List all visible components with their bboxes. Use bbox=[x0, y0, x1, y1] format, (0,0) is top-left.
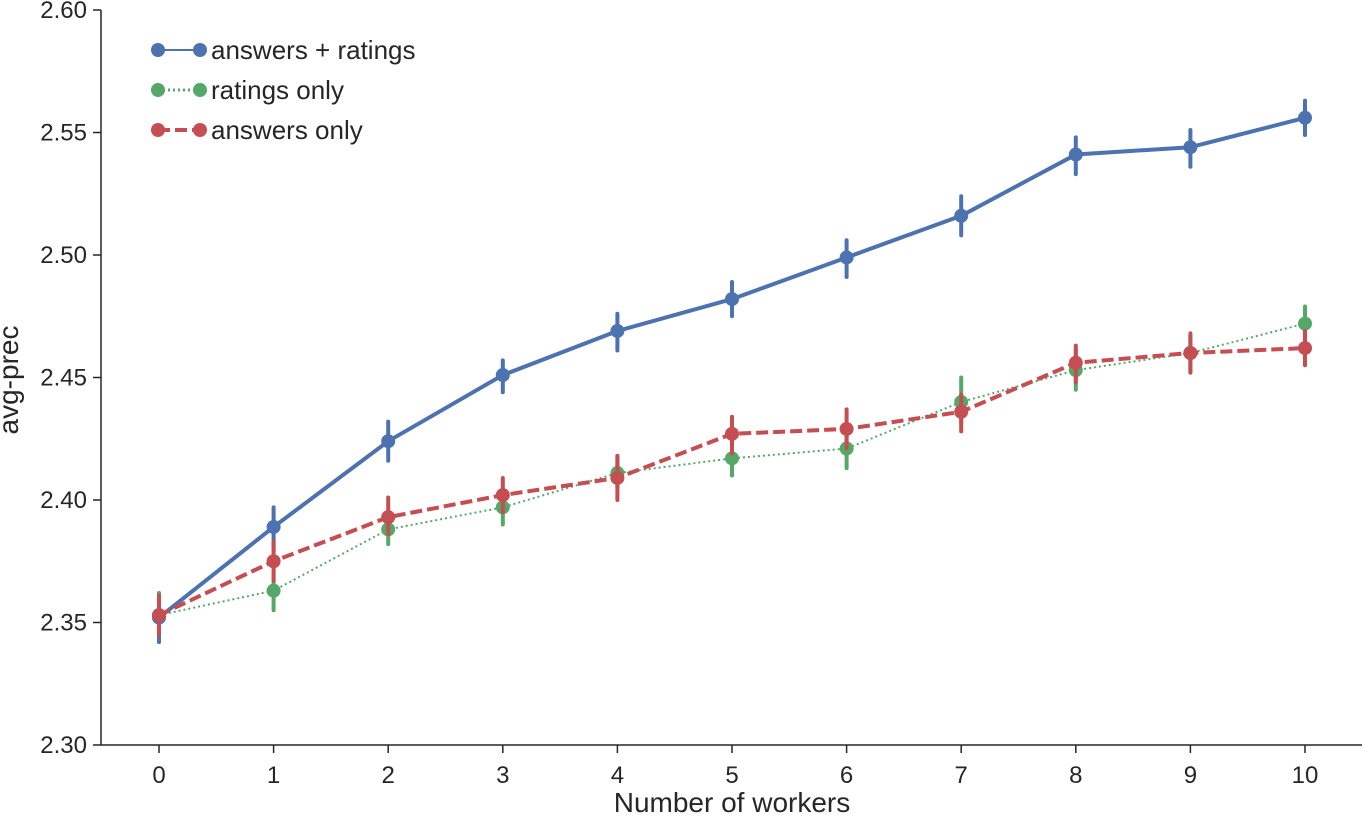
x-tick-label: 3 bbox=[496, 762, 509, 789]
x-tick-label: 10 bbox=[1292, 762, 1319, 789]
legend-marker bbox=[193, 83, 207, 97]
data-point bbox=[725, 451, 739, 466]
y-tick-label: 2.60 bbox=[40, 0, 87, 24]
data-point bbox=[152, 608, 166, 623]
data-point bbox=[610, 470, 625, 485]
x-tick-label: 5 bbox=[725, 762, 738, 789]
data-point bbox=[266, 519, 281, 534]
y-axis-label: avg-prec bbox=[0, 326, 24, 435]
data-point bbox=[610, 323, 625, 338]
axes: 2.30 2.35 2.40 2.45 2.50 2.55 2.60 0 1 2 3 4 5 6 7 8 9 10 bbox=[40, 0, 1362, 789]
legend-entry: answers + ratings bbox=[151, 35, 415, 65]
data-point bbox=[1068, 355, 1083, 370]
data-point bbox=[1183, 140, 1198, 155]
data-point bbox=[1298, 316, 1312, 331]
data-point bbox=[495, 488, 510, 503]
data-point bbox=[725, 292, 739, 307]
series-2 bbox=[152, 328, 1312, 637]
series-line bbox=[157, 115, 1306, 620]
y-tick-label: 2.40 bbox=[40, 487, 87, 514]
data-point bbox=[266, 554, 281, 569]
series-line bbox=[158, 322, 1306, 617]
data-point bbox=[381, 434, 396, 449]
data-point bbox=[1298, 110, 1312, 125]
data-point bbox=[725, 426, 739, 441]
x-tick-label: 7 bbox=[955, 762, 968, 789]
legend-marker bbox=[151, 83, 165, 97]
y-tick-label: 2.45 bbox=[40, 365, 87, 392]
data-point bbox=[266, 583, 281, 598]
series-0 bbox=[152, 98, 1312, 645]
data-point bbox=[954, 208, 969, 223]
data-point bbox=[1068, 147, 1083, 162]
y-tick-label: 2.35 bbox=[40, 610, 87, 637]
data-point bbox=[954, 404, 969, 419]
y-tick-label: 2.30 bbox=[40, 732, 87, 759]
data-point bbox=[495, 368, 510, 383]
legend-entry: ratings only bbox=[151, 75, 344, 105]
x-axis-label: Number of workers bbox=[614, 787, 851, 818]
legend: answers + ratings ratings only answers onl… bbox=[151, 35, 415, 145]
data-point bbox=[381, 510, 396, 525]
x-tick-label: 1 bbox=[267, 762, 280, 789]
legend-label: answers only bbox=[211, 115, 363, 145]
y-tick-label: 2.55 bbox=[40, 120, 87, 147]
y-tick-label: 2.50 bbox=[40, 242, 87, 269]
legend-entry: answers only bbox=[151, 115, 363, 145]
data-point bbox=[839, 421, 854, 436]
legend-label: ratings only bbox=[211, 75, 344, 105]
legend-marker bbox=[151, 123, 165, 137]
x-tick-label: 2 bbox=[382, 762, 395, 789]
data-point bbox=[1298, 341, 1312, 356]
legend-marker bbox=[151, 43, 165, 57]
data-point bbox=[839, 250, 854, 265]
x-tick-label: 8 bbox=[1069, 762, 1082, 789]
legend-marker bbox=[193, 43, 207, 57]
x-tick-label: 9 bbox=[1184, 762, 1197, 789]
plot-area bbox=[152, 98, 1312, 645]
data-point bbox=[1183, 346, 1198, 360]
x-tick-label: 4 bbox=[611, 762, 624, 789]
x-tick-label: 6 bbox=[840, 762, 853, 789]
x-tick-label: 0 bbox=[152, 762, 165, 789]
legend-marker bbox=[193, 123, 207, 137]
legend-label: answers + ratings bbox=[211, 35, 415, 65]
